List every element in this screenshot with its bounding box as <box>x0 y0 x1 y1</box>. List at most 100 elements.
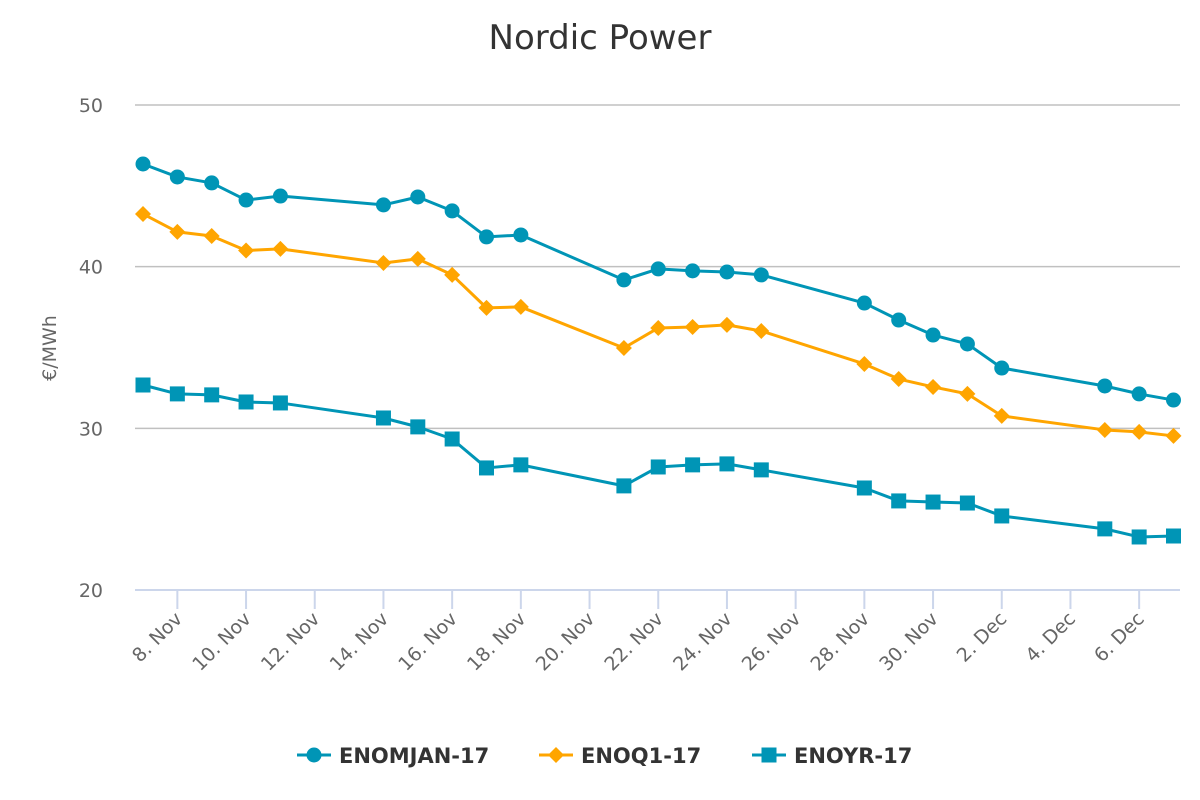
x-axis: 8. Nov 10. Nov 12. Nov 14. Nov 16. Nov 18. No… <box>128 589 1180 675</box>
data-point <box>203 227 220 244</box>
legend-label: ENOMJAN-17 <box>339 744 489 768</box>
x-tick-label: 24. Nov <box>669 608 736 675</box>
series-enoyr-17 <box>135 377 1181 545</box>
legend-label: ENOYR-17 <box>794 744 912 768</box>
x-tick-label: 2. Dec <box>953 608 1012 667</box>
data-point <box>650 319 667 336</box>
data-point <box>409 250 426 267</box>
data-point <box>616 272 632 288</box>
data-point <box>685 457 701 473</box>
data-point <box>238 394 254 410</box>
data-point <box>513 227 529 243</box>
legend-marker-square-icon <box>761 747 777 763</box>
legend-item-enomjan-17[interactable]: ENOMJAN-17 <box>297 744 489 768</box>
data-point <box>650 459 666 475</box>
data-point <box>685 263 701 279</box>
x-tick-label: 26. Nov <box>738 608 805 675</box>
data-point <box>1096 421 1113 438</box>
series-layer <box>135 156 1182 545</box>
data-point <box>169 169 185 185</box>
x-tick-label: 30. Nov <box>875 608 942 675</box>
data-point <box>856 295 872 311</box>
x-tick-label: 22. Nov <box>600 608 667 675</box>
data-point <box>238 192 254 208</box>
y-tick-label: 40 <box>79 257 103 279</box>
x-tick-label: 16. Nov <box>394 608 461 675</box>
data-point <box>753 462 769 478</box>
data-point <box>719 456 735 472</box>
data-point <box>272 240 289 257</box>
x-tick-label: 28. Nov <box>806 608 873 675</box>
x-tick-label: 14. Nov <box>326 608 393 675</box>
series-enoq1-17 <box>135 205 1182 444</box>
data-point <box>753 323 770 340</box>
data-point <box>1131 386 1147 402</box>
data-point <box>1131 423 1148 440</box>
legend-marker-circle-icon <box>306 747 322 763</box>
data-point <box>1165 427 1182 444</box>
data-point <box>959 336 975 352</box>
chart-title: Nordic Power <box>489 18 712 58</box>
legend: ENOMJAN-17 ENOQ1-17 ENOYR-17 <box>297 744 912 768</box>
data-point <box>410 189 426 205</box>
data-point <box>204 387 220 403</box>
data-point <box>1131 529 1147 545</box>
legend-item-enoq1-17[interactable]: ENOQ1-17 <box>539 744 701 768</box>
series-line <box>142 162 1174 402</box>
x-tick-label: 8. Nov <box>128 608 187 667</box>
data-point <box>994 508 1010 524</box>
legend-label: ENOQ1-17 <box>581 744 701 768</box>
x-tick-label: 6. Dec <box>1090 608 1149 667</box>
data-point <box>1166 392 1181 408</box>
data-point <box>959 495 975 511</box>
data-point <box>478 299 495 316</box>
legend-item-enoyr-17[interactable]: ENOYR-17 <box>752 744 912 768</box>
y-tick-label: 30 <box>79 418 103 440</box>
data-point <box>891 493 907 509</box>
data-point <box>444 431 460 447</box>
y-tick-label: 20 <box>79 580 103 602</box>
data-point <box>410 419 426 435</box>
data-point <box>375 197 391 213</box>
data-point <box>856 480 872 496</box>
data-point <box>204 175 220 191</box>
data-point <box>925 494 941 510</box>
data-point <box>959 385 976 402</box>
data-point <box>1166 528 1181 544</box>
data-point <box>135 205 151 222</box>
data-point <box>169 223 186 240</box>
data-point <box>479 460 494 476</box>
series-enomjan-17 <box>135 156 1181 408</box>
data-point <box>512 298 529 315</box>
x-tick-label: 4. Dec <box>1021 608 1080 667</box>
data-point <box>616 478 632 494</box>
data-point <box>375 254 392 271</box>
data-point <box>718 316 735 333</box>
data-point <box>719 264 735 280</box>
data-point <box>169 386 185 402</box>
y-axis-title: €/MWh <box>39 315 61 381</box>
x-tick-label: 20. Nov <box>532 608 599 675</box>
data-point <box>238 242 255 259</box>
data-point <box>444 266 461 283</box>
data-point <box>375 410 391 426</box>
data-point <box>513 457 529 473</box>
data-point <box>444 203 460 219</box>
data-point <box>925 378 942 395</box>
data-point <box>994 360 1010 376</box>
data-point <box>993 407 1010 424</box>
x-tick-label: 10. Nov <box>188 608 255 675</box>
data-point <box>684 318 701 335</box>
x-tick-label: 12. Nov <box>257 608 324 675</box>
data-point <box>1097 521 1113 537</box>
data-point <box>650 261 666 277</box>
data-point <box>856 355 873 372</box>
y-axis-ticks: 20 30 40 50 <box>79 95 103 602</box>
legend-marker-diamond-icon <box>548 747 564 763</box>
x-tick-label: 18. Nov <box>463 608 530 675</box>
data-point <box>272 188 288 204</box>
data-point <box>891 312 907 328</box>
data-point <box>135 156 151 172</box>
data-point <box>753 267 769 283</box>
